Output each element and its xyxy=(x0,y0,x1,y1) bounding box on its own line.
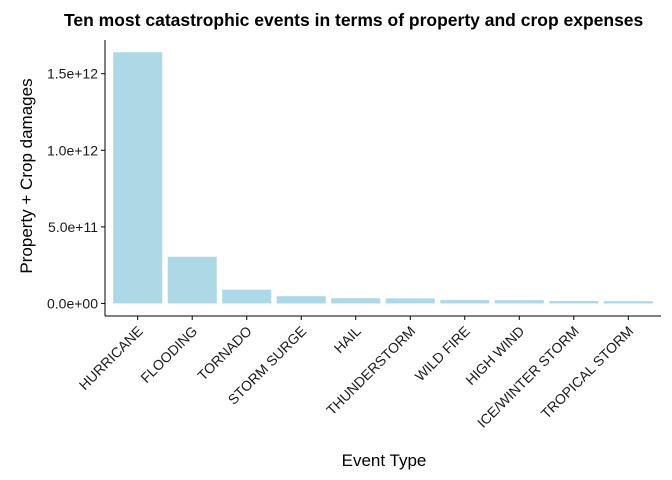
bar-storm-surge xyxy=(276,296,326,304)
y-tick-label: 1.5e+12 xyxy=(47,66,98,82)
x-axis-title: Event Type xyxy=(342,451,427,470)
y-axis: 0.0e+00 5.0e+11 1.0e+12 1.5e+12 xyxy=(47,40,106,316)
x-tick-label: TROPICAL STORM xyxy=(538,323,637,422)
bar-ice-winter-storm xyxy=(549,300,599,304)
chart-title: Ten most catastrophic events in terms of… xyxy=(64,10,644,30)
bar-tornado xyxy=(222,289,272,304)
bar-flooding xyxy=(167,256,217,304)
y-tick-label: 1.0e+12 xyxy=(47,142,98,158)
bars-group xyxy=(113,52,653,304)
bar-thunderstorm xyxy=(385,298,435,304)
bar-tropical-storm xyxy=(603,301,653,304)
y-tick-label: 5.0e+11 xyxy=(48,219,98,235)
x-tick-label: FLOODING xyxy=(137,323,200,386)
bar-hail xyxy=(331,298,381,304)
bar-wild-fire xyxy=(440,300,490,304)
y-axis-title: Property + Crop damages xyxy=(17,78,36,273)
y-tick-label: 0.0e+00 xyxy=(47,295,98,311)
x-tick-label: HURRICANE xyxy=(76,323,146,393)
x-tick-label: ICE/WINTER STORM xyxy=(474,323,582,431)
x-tick-label: HAIL xyxy=(331,323,364,356)
bar-hurricane xyxy=(113,52,163,304)
bar-high-wind xyxy=(494,300,544,304)
